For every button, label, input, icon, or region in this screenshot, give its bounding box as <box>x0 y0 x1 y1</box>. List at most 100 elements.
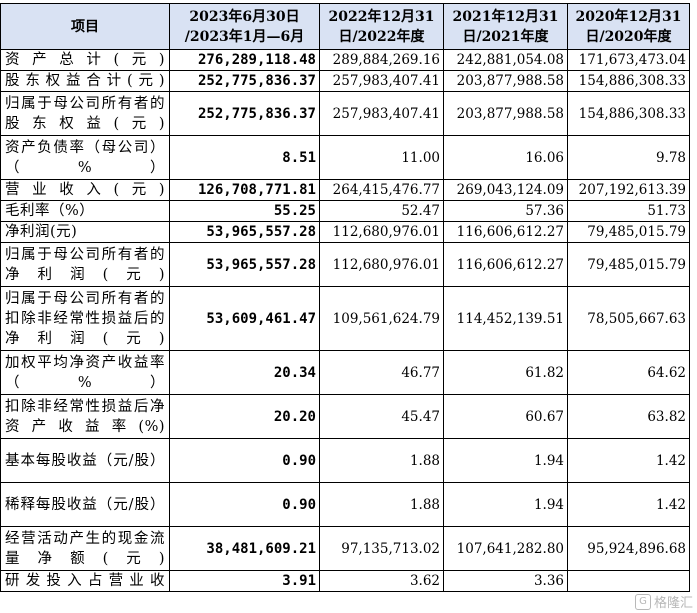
table-row: 股东权益合计(元) 252,775,836.37 257,983,407.41 … <box>0 70 690 92</box>
header-2023: 2023年6月30日/2023年1月—6月 <box>169 3 320 50</box>
value-2021: 203,877,988.58 <box>443 70 568 92</box>
value-2021: 269,043,124.09 <box>443 179 568 201</box>
value-2023: 252,775,836.37 <box>169 70 320 92</box>
row-label: 加权平均净资产收益率（%） <box>0 350 170 395</box>
value-2023: 20.34 <box>169 350 320 395</box>
value-2023: 276,289,118.48 <box>169 49 320 71</box>
table-row: 资产负债率（母公司）（%） 8.51 11.00 16.06 9.78 <box>0 135 690 180</box>
value-2023: 53,965,557.28 <box>169 242 320 287</box>
table-row: 营业收入(元) 126,708,771.81 264,415,476.77 26… <box>0 179 690 201</box>
value-2020: 1.42 <box>567 438 690 483</box>
table-row: 归属于母公司所有者的股东权益(元) 252,775,836.37 257,983… <box>0 91 690 136</box>
value-2021: 116,606,612.27 <box>443 221 568 243</box>
value-2021: 60.67 <box>443 394 568 439</box>
value-2022: 11.00 <box>319 135 444 180</box>
value-2022: 46.77 <box>319 350 444 395</box>
value-2020 <box>567 570 690 592</box>
value-2021: 61.82 <box>443 350 568 395</box>
value-2022: 1.88 <box>319 482 444 527</box>
value-2021: 107,641,282.80 <box>443 526 568 571</box>
table-row: 稀释每股收益（元/股） 0.90 1.88 1.94 1.42 <box>0 482 690 527</box>
header-row: 项目 2023年6月30日/2023年1月—6月 2022年12月31 日/202… <box>0 3 690 50</box>
row-label: 归属于母公司所有者的净利润(元) <box>0 242 170 287</box>
header-2021: 2021年12月31 日/2021年度 <box>443 3 568 50</box>
row-label: 稀释每股收益（元/股） <box>0 482 170 527</box>
row-label: 归属于母公司所有者的扣除非经常性损益后的净利润(元) <box>0 286 170 351</box>
table-row: 扣除非经常性损益后净资产收益率(%) 20.20 45.47 60.67 63.… <box>0 394 690 439</box>
value-2020: 51.73 <box>567 200 690 222</box>
table-row: 资产总计(元) 276,289,118.48 289,884,269.16 24… <box>0 49 690 71</box>
table-row: 研发投入占营业收 3.91 3.62 3.36 <box>0 570 690 592</box>
row-label: 归属于母公司所有者的股东权益(元) <box>0 91 170 136</box>
value-2022: 52.47 <box>319 200 444 222</box>
table-row: 加权平均净资产收益率（%） 20.34 46.77 61.82 64.62 <box>0 350 690 395</box>
value-2021: 57.36 <box>443 200 568 222</box>
financial-data-table: 项目 2023年6月30日/2023年1月—6月 2022年12月31 日/202… <box>0 3 690 592</box>
value-2023: 252,775,836.37 <box>169 91 320 136</box>
value-2023: 53,965,557.28 <box>169 221 320 243</box>
row-label: 资产负债率（母公司）（%） <box>0 135 170 180</box>
row-label: 营业收入(元) <box>0 179 170 201</box>
value-2023: 38,481,609.21 <box>169 526 320 571</box>
table-row: 基本每股收益（元/股） 0.90 1.88 1.94 1.42 <box>0 438 690 483</box>
value-2023: 0.90 <box>169 438 320 483</box>
watermark-text: 格隆汇 <box>653 596 693 611</box>
value-2022: 3.62 <box>319 570 444 592</box>
table-row: 归属于母公司所有者的净利润(元) 53,965,557.28 112,680,9… <box>0 242 690 287</box>
value-2023: 53,609,461.47 <box>169 286 320 351</box>
value-2022: 257,983,407.41 <box>319 91 444 136</box>
value-2021: 1.94 <box>443 438 568 483</box>
value-2020: 207,192,613.39 <box>567 179 690 201</box>
value-2020: 64.62 <box>567 350 690 395</box>
row-label: 资产总计(元) <box>0 49 170 71</box>
value-2021: 3.36 <box>443 570 568 592</box>
value-2021: 16.06 <box>443 135 568 180</box>
value-2021: 114,452,139.51 <box>443 286 568 351</box>
row-label: 毛利率（%） <box>0 200 170 222</box>
value-2022: 112,680,976.01 <box>319 242 444 287</box>
value-2023: 0.90 <box>169 482 320 527</box>
row-label: 研发投入占营业收 <box>0 570 170 592</box>
row-label: 扣除非经常性损益后净资产收益率(%) <box>0 394 170 439</box>
value-2021: 242,881,054.08 <box>443 49 568 71</box>
value-2023: 20.20 <box>169 394 320 439</box>
value-2022: 257,983,407.41 <box>319 70 444 92</box>
value-2020: 79,485,015.79 <box>567 221 690 243</box>
value-2023: 8.51 <box>169 135 320 180</box>
header-item: 项目 <box>0 3 170 50</box>
value-2022: 1.88 <box>319 438 444 483</box>
value-2022: 97,135,713.02 <box>319 526 444 571</box>
value-2020: 79,485,015.79 <box>567 242 690 287</box>
value-2022: 109,561,624.79 <box>319 286 444 351</box>
row-label: 净利润(元) <box>0 221 170 243</box>
table-row: 归属于母公司所有者的扣除非经常性损益后的净利润(元) 53,609,461.47… <box>0 286 690 351</box>
value-2021: 1.94 <box>443 482 568 527</box>
value-2021: 203,877,988.58 <box>443 91 568 136</box>
row-label: 股东权益合计(元) <box>0 70 170 92</box>
value-2022: 112,680,976.01 <box>319 221 444 243</box>
value-2020: 95,924,896.68 <box>567 526 690 571</box>
value-2020: 171,673,473.04 <box>567 49 690 71</box>
watermark: G 格隆汇 <box>634 592 693 611</box>
table-row: 毛利率（%） 55.25 52.47 57.36 51.73 <box>0 200 690 222</box>
gelonghui-logo-icon: G <box>634 593 651 610</box>
value-2023: 3.91 <box>169 570 320 592</box>
header-2022: 2022年12月31 日/2022年度 <box>319 3 444 50</box>
row-label: 基本每股收益（元/股） <box>0 438 170 483</box>
value-2022: 45.47 <box>319 394 444 439</box>
value-2023: 126,708,771.81 <box>169 179 320 201</box>
value-2020: 9.78 <box>567 135 690 180</box>
value-2023: 55.25 <box>169 200 320 222</box>
header-2020: 2020年12月31 日/2020年度 <box>567 3 690 50</box>
value-2020: 154,886,308.33 <box>567 91 690 136</box>
value-2020: 78,505,667.63 <box>567 286 690 351</box>
value-2020: 154,886,308.33 <box>567 70 690 92</box>
table-row: 经营活动产生的现金流量净额(元) 38,481,609.21 97,135,71… <box>0 526 690 571</box>
value-2020: 1.42 <box>567 482 690 527</box>
value-2022: 289,884,269.16 <box>319 49 444 71</box>
row-label: 经营活动产生的现金流量净额(元) <box>0 526 170 571</box>
value-2020: 63.82 <box>567 394 690 439</box>
table-row: 净利润(元) 53,965,557.28 112,680,976.01 116,… <box>0 221 690 243</box>
value-2021: 116,606,612.27 <box>443 242 568 287</box>
value-2022: 264,415,476.77 <box>319 179 444 201</box>
